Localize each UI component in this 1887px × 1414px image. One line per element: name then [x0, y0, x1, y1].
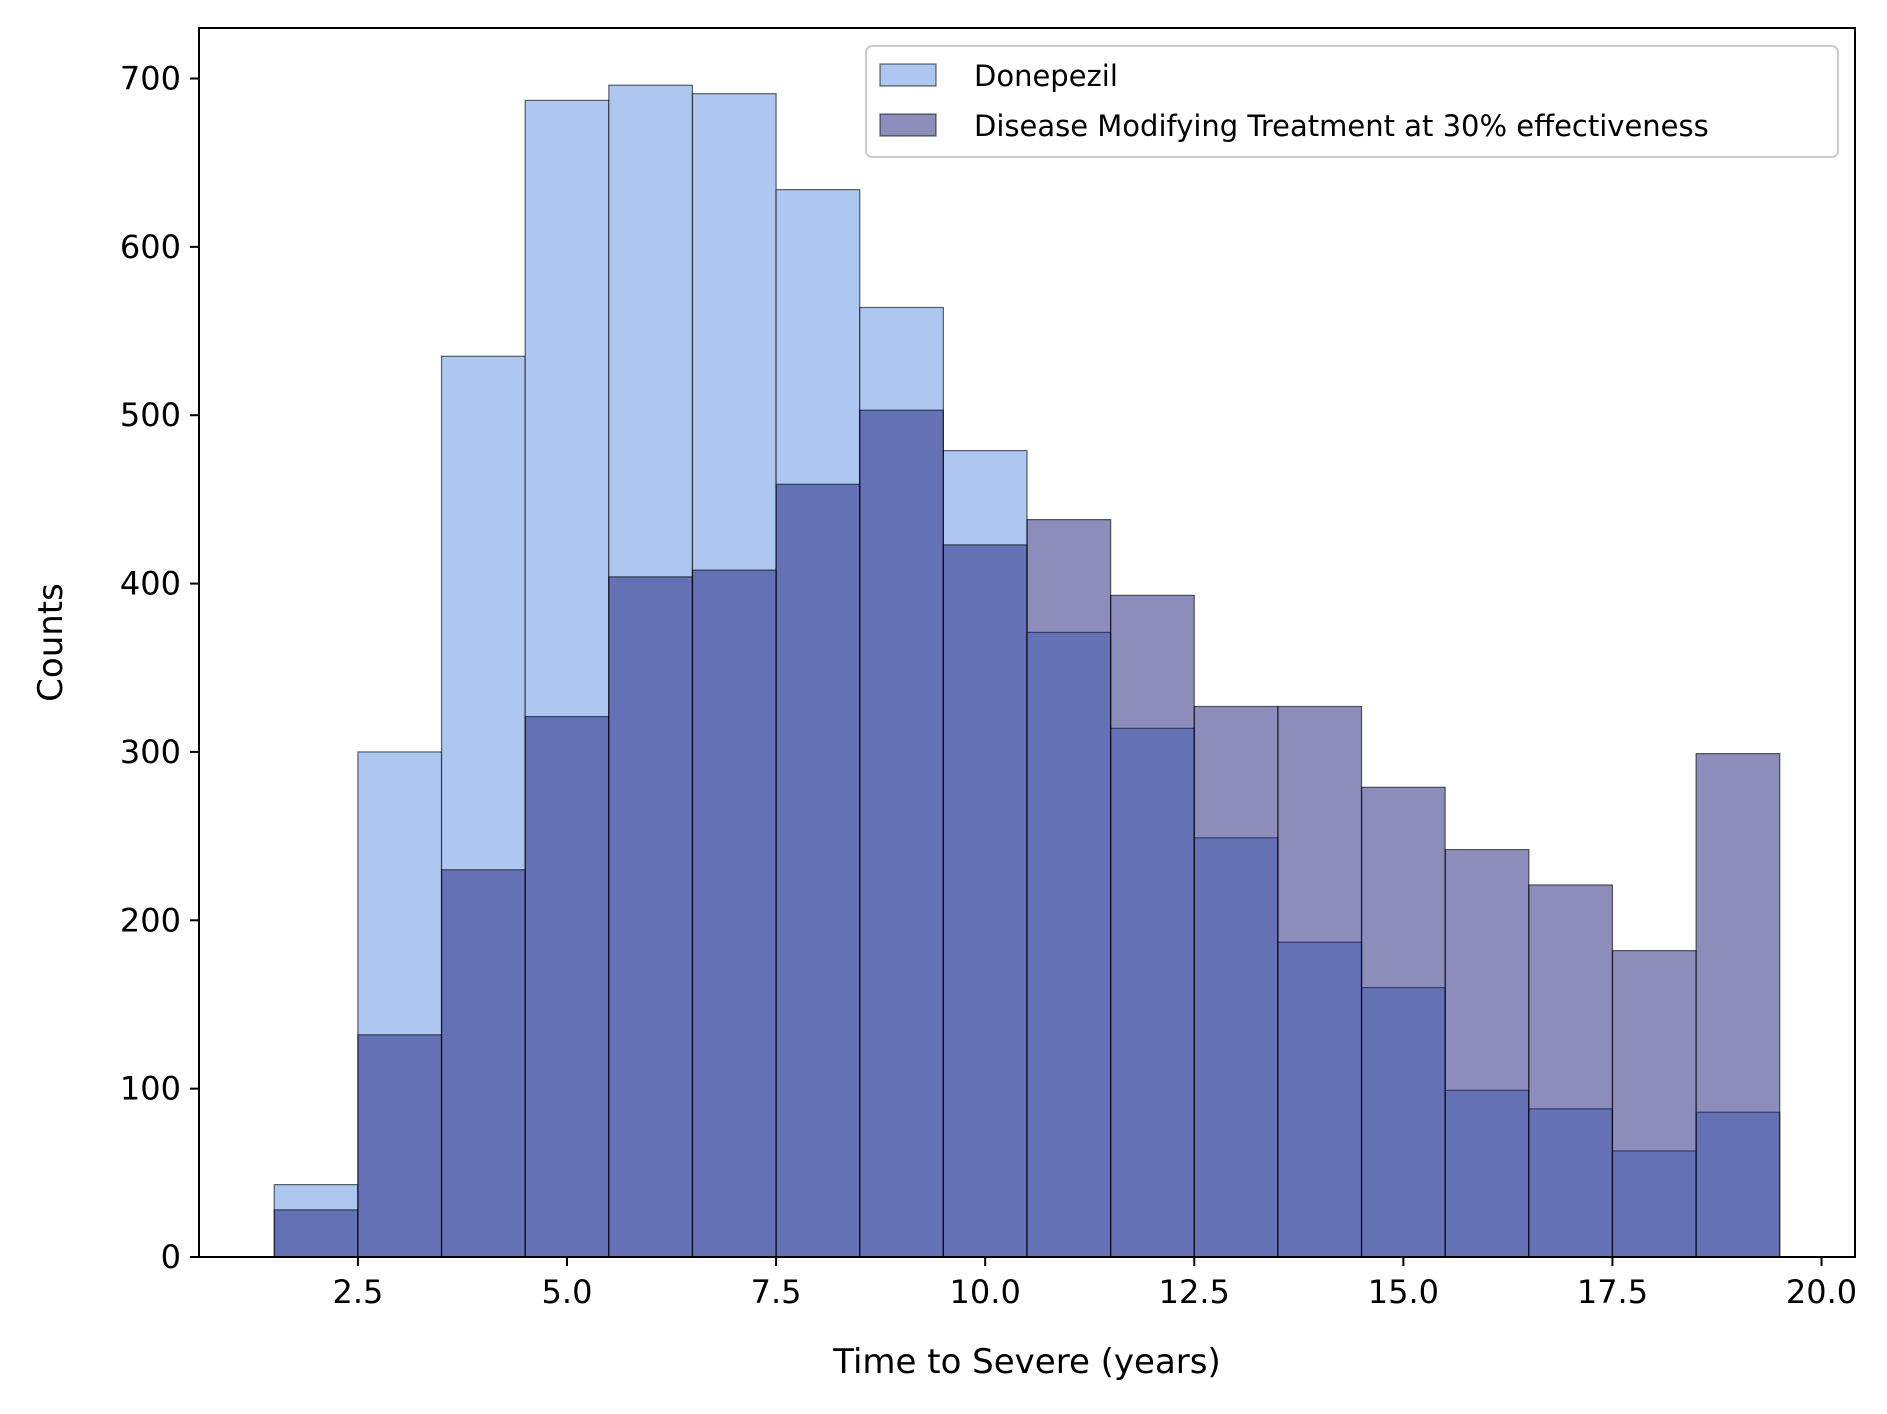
bar-series2-bin2: [357, 1034, 443, 1258]
bar-series2-bin14: [1360, 786, 1446, 1258]
x-tick-label: 2.5: [332, 1273, 383, 1311]
bar-series2-bin15: [1444, 848, 1530, 1258]
bars-layer: [273, 84, 1781, 1258]
legend: Donepezil Disease Modifying Treatment at …: [865, 45, 1839, 158]
legend-label-1: Donepezil: [974, 59, 1118, 93]
bar-series2-bin4: [524, 715, 610, 1258]
bar-series2-bin3: [440, 869, 526, 1258]
bar-series2-bin9: [942, 544, 1028, 1258]
bar-series2-bin11: [1110, 594, 1195, 1258]
x-tick-label: 12.5: [1159, 1273, 1230, 1311]
axes-layer: 2.5 5.0 7.5 10.0 12.5 15.0 17.5 20.0 0 100 200 300 4…: [120, 27, 1857, 1311]
y-tick-label: 700: [120, 60, 181, 98]
bar-series2-bin8: [859, 409, 944, 1258]
x-tick-label: 17.5: [1577, 1273, 1648, 1311]
x-tick-label: 7.5: [751, 1273, 802, 1311]
bar-series2-bin13: [1277, 705, 1363, 1258]
bar-series2-bin7: [775, 483, 861, 1258]
y-tick-label: 600: [120, 228, 181, 266]
legend-swatch-2: [879, 113, 937, 137]
bar-series2-bin12: [1193, 705, 1279, 1258]
y-axis-label: Counts: [31, 583, 71, 702]
y-tick-label: 300: [120, 733, 181, 771]
x-tick-label: 10.0: [950, 1273, 1021, 1311]
x-tick-label: 20.0: [1786, 1273, 1857, 1311]
bar-series2-bin1: [273, 1209, 359, 1258]
x-tick-label: 15.0: [1368, 1273, 1439, 1311]
y-tick-label: 200: [120, 901, 181, 939]
x-tick-label: 5.0: [542, 1273, 593, 1311]
bar-series2-bin6: [691, 569, 777, 1258]
y-tick-label: 500: [120, 396, 181, 434]
y-axis-ticks: 0 100 200 300 400 500 600 700: [120, 60, 199, 1276]
legend-frame: [865, 45, 1839, 158]
bar-series2-bin10: [1026, 518, 1112, 1258]
bar-series2-bin5: [608, 576, 694, 1258]
y-tick-label: 0: [161, 1238, 181, 1276]
x-axis-label: Time to Severe (years): [832, 1342, 1221, 1382]
x-axis-ticks: 2.5 5.0 7.5 10.0 12.5 15.0 17.5 20.0: [332, 1257, 1857, 1311]
legend-label-2: Disease Modifying Treatment at 30% effec…: [974, 109, 1709, 143]
y-tick-label: 100: [120, 1070, 181, 1108]
y-tick-label: 400: [120, 565, 181, 603]
bar-series2-bin18: [1695, 753, 1781, 1258]
bar-series2-bin16: [1528, 884, 1614, 1258]
legend-swatch-1: [879, 63, 937, 87]
plot-frame: [198, 27, 1856, 1258]
series-2-bars: [273, 409, 1781, 1258]
bar-series2-bin17: [1611, 949, 1697, 1258]
